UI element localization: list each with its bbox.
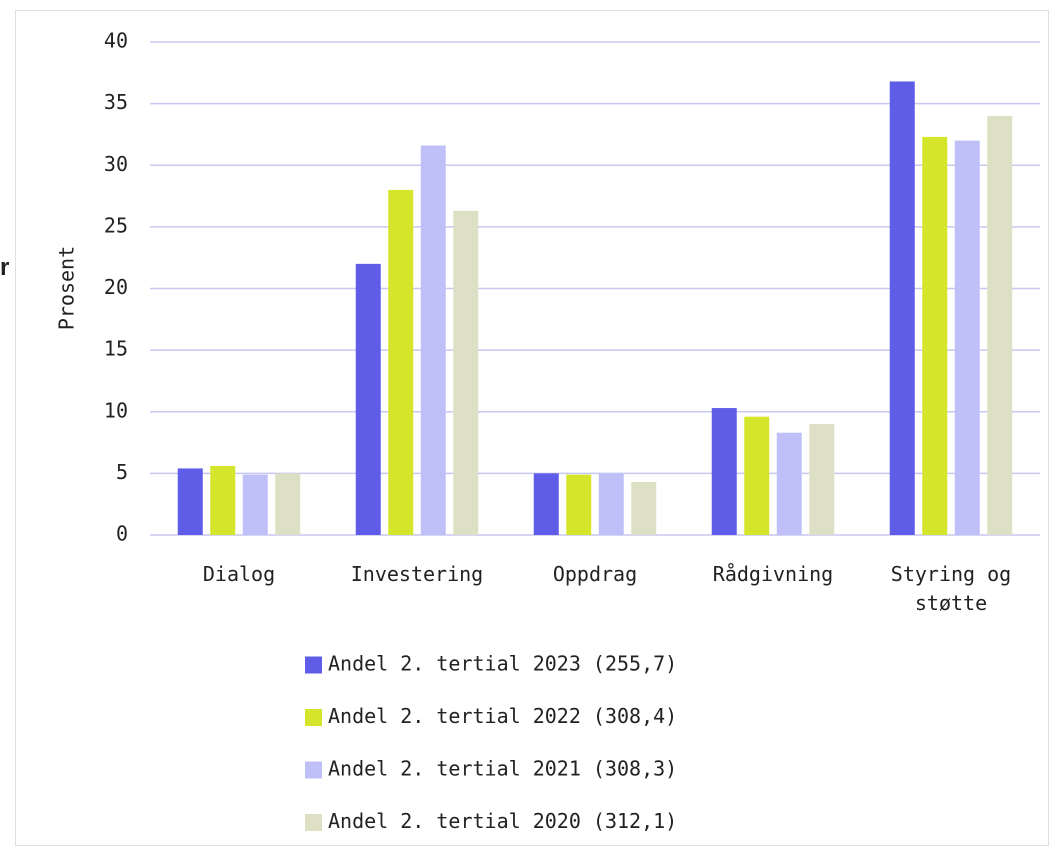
y-tick-label: 25 bbox=[104, 213, 128, 237]
bar bbox=[922, 136, 948, 535]
y-tick-label: 40 bbox=[104, 29, 128, 53]
legend-swatch bbox=[305, 814, 322, 831]
y-tick-label: 0 bbox=[116, 522, 128, 546]
bar bbox=[954, 140, 980, 535]
frame bbox=[15, 10, 1049, 846]
bar bbox=[598, 473, 624, 535]
x-tick-label: Rådgivning bbox=[712, 562, 834, 586]
legend-swatch bbox=[305, 761, 322, 779]
bar bbox=[776, 432, 802, 535]
y-tick-label: 30 bbox=[104, 152, 128, 176]
x-tick-label: Oppdrag bbox=[552, 562, 638, 586]
bar bbox=[420, 145, 446, 535]
side-text: r bbox=[0, 254, 10, 281]
bar bbox=[210, 465, 236, 535]
x-tick-label: Styring og støtte bbox=[890, 562, 1012, 615]
legend-label: Andel 2. tertial 2021 (308,3) bbox=[328, 757, 677, 781]
bar bbox=[275, 473, 301, 535]
y-axis-label: Prosent bbox=[55, 246, 79, 330]
x-tick-label: Dialog bbox=[202, 562, 276, 586]
bar bbox=[177, 468, 203, 535]
y-tick-label: 10 bbox=[104, 398, 128, 422]
bar bbox=[453, 210, 479, 536]
legend-label: Andel 2. tertial 2022 (308,4) bbox=[328, 704, 677, 728]
bar bbox=[711, 408, 737, 535]
y-tick-label: 20 bbox=[104, 275, 128, 299]
y-tick-label: 15 bbox=[104, 337, 128, 361]
bar bbox=[566, 474, 592, 535]
bar bbox=[809, 424, 835, 535]
bar bbox=[631, 482, 657, 535]
bar bbox=[987, 115, 1013, 535]
legend-swatch bbox=[305, 656, 322, 674]
y-tick-label: 5 bbox=[116, 460, 128, 484]
legend-swatch bbox=[305, 709, 322, 726]
bar bbox=[242, 474, 268, 535]
bar bbox=[388, 189, 414, 535]
legend-label: Andel 2. tertial 2023 (255,7) bbox=[328, 652, 677, 676]
bar bbox=[355, 263, 381, 535]
bar bbox=[744, 416, 770, 535]
y-tick-label: 35 bbox=[104, 90, 128, 114]
x-tick-label: Investering bbox=[350, 562, 484, 586]
legend-label: Andel 2. tertial 2020 (312,1) bbox=[328, 809, 677, 833]
bar bbox=[533, 473, 559, 535]
bar bbox=[889, 81, 915, 535]
